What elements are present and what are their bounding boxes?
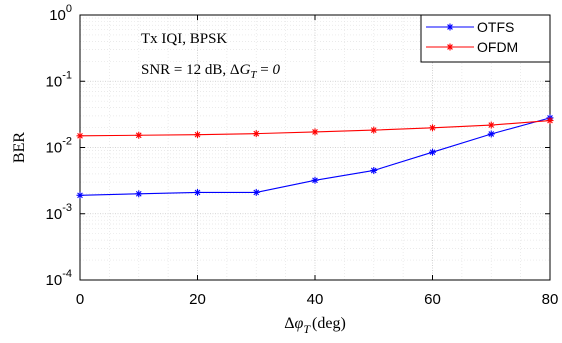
- legend-entry-ofdm: OFDM: [426, 39, 518, 55]
- data-point-ofdm: [252, 130, 260, 138]
- x-axis-label-sub: T: [303, 322, 311, 336]
- annotation-snr: SNR = 12 dB,: [141, 62, 230, 78]
- legend-marker-ofdm: [446, 43, 454, 51]
- data-point-ofdm: [76, 132, 84, 140]
- y-tick-label: 10-1: [46, 69, 72, 90]
- series-group: [76, 114, 554, 199]
- annotation-line-1: Tx IQI, BPSK: [141, 31, 227, 47]
- annotation-line-2: SNR = 12 dB, ΔGT = 0: [141, 62, 281, 81]
- y-tick-label-exp: 0: [66, 3, 72, 15]
- legend-label-ofdm: OFDM: [477, 39, 518, 55]
- y-tick-label-base: 10: [49, 7, 66, 24]
- data-point-ofdm: [546, 117, 554, 125]
- legend-entries: OTFS OFDM: [426, 19, 518, 55]
- data-point-ofdm: [487, 121, 495, 129]
- y-tick-label-base: 10: [46, 206, 63, 223]
- y-tick-label-base: 10: [46, 73, 63, 90]
- data-point-otfs: [311, 176, 319, 184]
- y-tick-label-exp: -4: [62, 268, 72, 280]
- legend-box: [420, 14, 551, 63]
- annotation-delta: Δ: [230, 62, 240, 78]
- y-tick-label: 10-2: [46, 136, 72, 157]
- legend-label-otfs: OTFS: [477, 19, 514, 35]
- legend-entry-otfs: OTFS: [426, 19, 514, 35]
- data-point-ofdm: [135, 131, 143, 139]
- data-point-otfs: [429, 148, 436, 156]
- x-tick-labels: 0 20 40 60 80: [76, 291, 559, 308]
- y-axis-label: BER: [11, 132, 28, 163]
- data-point-ofdm: [194, 131, 201, 139]
- data-point-otfs: [76, 191, 84, 199]
- data-point-otfs: [252, 188, 260, 196]
- data-point-otfs: [135, 190, 143, 198]
- x-tick-label: 40: [307, 291, 324, 308]
- x-axis-label-phi: φ: [294, 315, 303, 332]
- legend: OTFS OFDM: [420, 14, 551, 63]
- annotation-sub-t: T: [250, 69, 257, 81]
- data-point-ofdm: [429, 124, 436, 132]
- x-tick-label: 80: [542, 291, 559, 308]
- y-tick-label: 100: [49, 3, 72, 24]
- x-axis-label-delta: Δ: [284, 315, 294, 332]
- data-point-ofdm: [311, 128, 319, 136]
- annotation-eq: =: [257, 62, 273, 78]
- y-tick-label-exp: -3: [62, 202, 72, 214]
- y-tick-label-base: 10: [46, 272, 63, 289]
- x-tick-label: 60: [424, 291, 441, 308]
- y-tick-label: 10-3: [46, 202, 72, 223]
- y-tick-label-exp: -1: [62, 69, 72, 81]
- annotation-g: G: [240, 62, 251, 78]
- annotation-zero: 0: [273, 62, 281, 78]
- data-point-otfs: [487, 130, 495, 138]
- y-tick-label-exp: -2: [62, 136, 72, 148]
- x-axis-label: ΔφT (deg): [284, 315, 346, 336]
- y-tick-label: 10-4: [46, 268, 72, 289]
- x-tick-label: 20: [189, 291, 206, 308]
- x-tick-label: 0: [76, 291, 84, 308]
- data-point-ofdm: [370, 126, 378, 134]
- y-tick-label-base: 10: [46, 140, 63, 157]
- data-point-otfs: [370, 166, 378, 174]
- legend-marker-otfs: [446, 23, 454, 31]
- x-axis-label-unit: (deg): [312, 315, 346, 332]
- data-point-otfs: [194, 188, 201, 196]
